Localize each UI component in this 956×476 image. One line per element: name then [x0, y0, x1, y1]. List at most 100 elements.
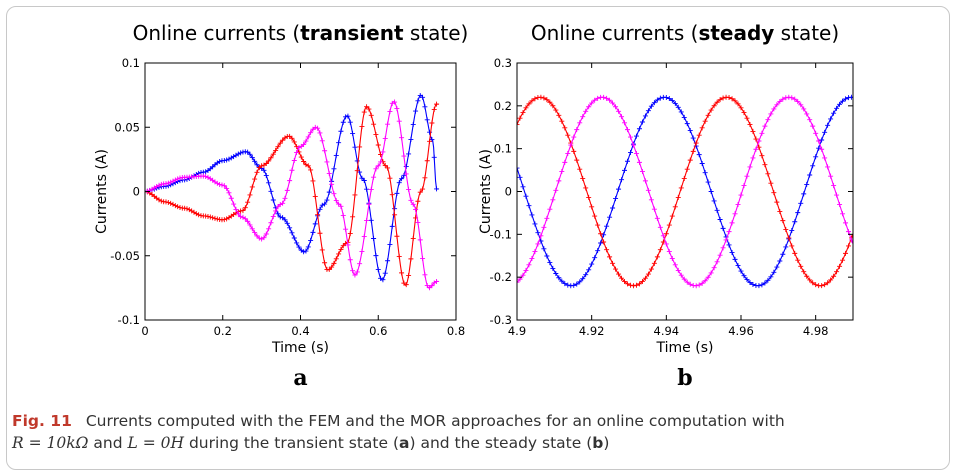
data-point [158, 198, 164, 204]
data-point [663, 231, 669, 237]
data-point [681, 114, 687, 120]
data-point [338, 128, 344, 134]
data-point [385, 165, 391, 171]
data-point [336, 201, 342, 207]
x-tick-label: 0.8 [447, 324, 465, 338]
data-point [822, 129, 828, 135]
y-tick-label: -0.1 [118, 313, 140, 327]
data-point [317, 230, 323, 236]
chart-panel-b: Online currents (steady state) 4.9 4.92 4.9… [478, 21, 854, 391]
data-point [247, 222, 253, 228]
data-point [247, 192, 253, 198]
data-point [562, 159, 568, 165]
data-point [275, 144, 281, 150]
data-point [762, 280, 768, 286]
data-point [378, 159, 384, 165]
data-point [406, 151, 412, 157]
data-point [268, 220, 274, 226]
data-point [538, 94, 544, 100]
data-point [350, 268, 356, 274]
data-point [562, 281, 568, 287]
data-point [595, 95, 601, 101]
data-point [696, 282, 702, 288]
data-point [816, 138, 822, 144]
data-point [380, 277, 386, 283]
data-point [750, 155, 756, 161]
data-point [165, 180, 171, 186]
data-point [410, 122, 416, 128]
data-point [385, 121, 391, 127]
data-point [315, 125, 321, 131]
data-point [840, 257, 846, 263]
data-point [529, 212, 535, 218]
data-point [601, 232, 607, 238]
data-point [577, 279, 583, 285]
data-point [364, 217, 370, 223]
data-point [168, 179, 174, 185]
data-point [359, 248, 365, 254]
data-point [266, 226, 272, 232]
data-point [559, 278, 565, 284]
data-point [361, 234, 367, 240]
data-point [741, 273, 747, 279]
data-point [702, 118, 708, 124]
data-point [354, 269, 360, 275]
data-point [663, 94, 669, 100]
data-point [517, 174, 523, 180]
data-point [196, 212, 202, 218]
data-point [359, 123, 365, 129]
data-point [834, 192, 840, 198]
data-point [245, 149, 251, 155]
data-point [556, 178, 562, 184]
data-point [172, 203, 178, 209]
data-point [711, 198, 717, 204]
data-point [371, 121, 377, 127]
data-point [681, 276, 687, 282]
data-point [221, 158, 227, 164]
data-point [392, 212, 398, 218]
data-point [296, 145, 302, 151]
data-point [726, 242, 732, 248]
data-point [735, 101, 741, 107]
data-point [636, 281, 642, 287]
data-point [249, 184, 255, 190]
data-point [601, 239, 607, 245]
data-point [303, 162, 309, 168]
data-point [708, 189, 714, 194]
data-point [726, 229, 732, 235]
data-point [613, 104, 619, 110]
data-point [639, 169, 645, 175]
data-point [678, 272, 684, 278]
data-point [340, 212, 346, 218]
data-point [368, 217, 374, 223]
data-point [170, 201, 176, 207]
data-point [371, 236, 377, 241]
data-point [669, 98, 675, 104]
data-point [825, 164, 831, 170]
data-point [354, 158, 360, 164]
data-point [804, 181, 810, 187]
data-point [434, 101, 440, 107]
data-point [774, 199, 780, 205]
data-point [517, 115, 523, 121]
figure-number: Fig. 11 [12, 412, 72, 430]
data-point [589, 261, 595, 267]
data-point [756, 283, 762, 289]
data-point [717, 97, 723, 103]
data-point [720, 95, 726, 101]
data-point [687, 157, 693, 163]
data-point [816, 145, 822, 151]
data-point [517, 121, 520, 127]
data-point [738, 192, 744, 198]
data-point [846, 229, 852, 235]
plot-area [517, 94, 853, 289]
figure-frame [6, 6, 950, 470]
chart-title: Online currents (transient state) [133, 21, 469, 45]
data-point [559, 169, 565, 175]
data-point [252, 158, 258, 164]
figure-caption: Fig. 11 Currents computed with the FEM an… [12, 410, 942, 454]
data-point [568, 142, 574, 148]
data-point [726, 95, 732, 101]
data-point [687, 281, 693, 287]
data-point [574, 157, 580, 163]
